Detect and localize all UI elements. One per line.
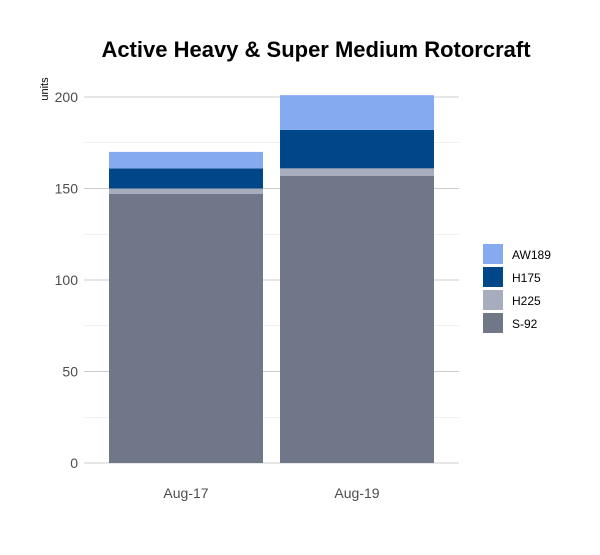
y-tick-label: 150 [55,181,79,197]
bar-segment-aw189 [280,95,434,130]
chart-title: Active Heavy & Super Medium Rotorcraft [101,37,531,62]
y-axis-label: units [39,77,51,101]
x-axis-ticks: Aug-17 Aug-19 [163,485,379,501]
legend-label: H175 [512,271,541,285]
bar-segment-h225 [109,188,263,194]
legend-label: S-92 [512,317,538,331]
legend-label: AW189 [512,248,551,262]
y-tick-label: 200 [55,89,79,105]
y-tick-label: 0 [70,455,78,471]
legend-swatch [483,313,503,333]
x-tick-label: Aug-17 [163,485,208,501]
x-tick-label: Aug-19 [334,485,379,501]
legend-swatch [483,267,503,287]
y-axis-ticks: 0 50 100 150 200 [55,89,79,471]
bar-segment-aw189 [109,151,263,169]
y-tick-label: 50 [62,364,78,380]
bars [109,95,434,464]
y-tick-label: 100 [55,272,79,288]
bar-segment-h175 [280,129,434,169]
legend-swatch [483,290,503,310]
bar-segment-h225 [280,168,434,176]
bar-segment-s-92 [280,175,434,463]
legend: AW189 H175 H225 S-92 [483,244,551,333]
legend-label: H225 [512,294,541,308]
legend-swatch [483,244,503,264]
bar-segment-h175 [109,168,263,189]
bar-segment-s-92 [109,193,263,464]
